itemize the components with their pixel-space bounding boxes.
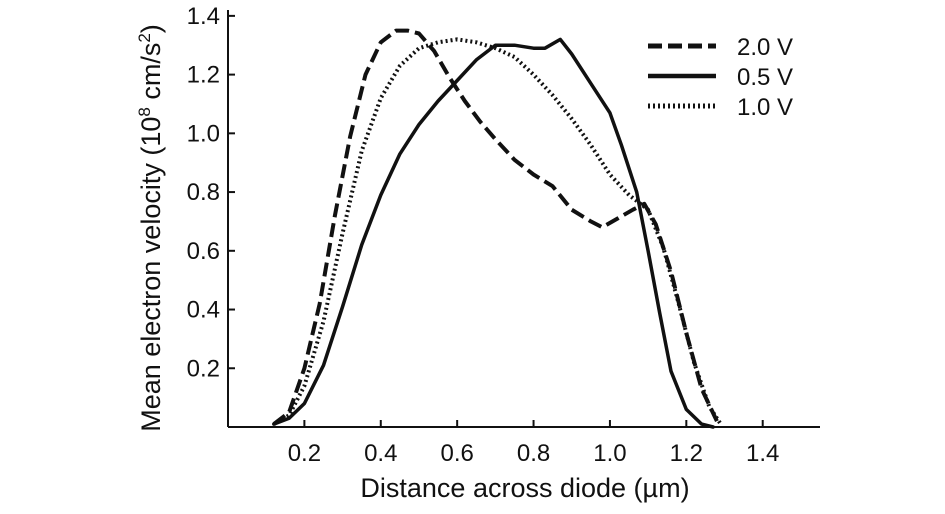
series-line-dotted: [272, 37, 723, 426]
x-tick-label: 1.2: [670, 440, 703, 467]
x-ticks: 0.2 0.4 0.6 0.8 1.0 1.2 1.4: [288, 420, 779, 467]
y-tick-label: 0.2: [187, 355, 220, 382]
x-tick-label: 1.4: [746, 440, 779, 467]
legend-label: 2.0 V: [737, 34, 793, 61]
x-tick-label: 0.4: [364, 440, 397, 467]
y-ticks: 0.2 0.4 0.6 0.8 1.0 1.2 1.4: [187, 3, 235, 382]
y-axis-label-end: ): [136, 24, 166, 33]
y-tick-label: 1.0: [187, 120, 220, 147]
y-tick-label: 0.6: [187, 238, 220, 265]
axes: [227, 10, 820, 428]
legend-label: 1.0 V: [737, 94, 793, 121]
x-tick-label: 1.0: [593, 440, 626, 467]
y-tick-label: 0.8: [187, 179, 220, 206]
series-line-solid: [272, 37, 715, 429]
y-axis-label-exponent-2: 2: [135, 33, 154, 42]
y-tick-label: 1.4: [187, 3, 220, 30]
x-tick-label: 0.8: [517, 440, 550, 467]
legend-label: 0.5 V: [737, 64, 793, 91]
x-axis-label: Distance across diode (µm): [360, 473, 689, 503]
y-axis-label-units: cm/s: [136, 43, 166, 108]
series-layer: [272, 28, 723, 429]
y-tick-label: 0.4: [187, 297, 220, 324]
x-tick-label: 0.2: [288, 440, 321, 467]
x-tick-label: 0.6: [440, 440, 473, 467]
series-line-dashed: [272, 28, 719, 426]
y-axis-label-exponent-1: 8: [135, 107, 154, 116]
y-axis-label: Mean electron velocity (108 cm/s2): [135, 24, 166, 432]
legend: 2.0 V 0.5 V 1.0 V: [648, 34, 793, 121]
y-axis-label-main: Mean electron velocity (10: [136, 117, 166, 432]
y-tick-label: 1.2: [187, 62, 220, 89]
